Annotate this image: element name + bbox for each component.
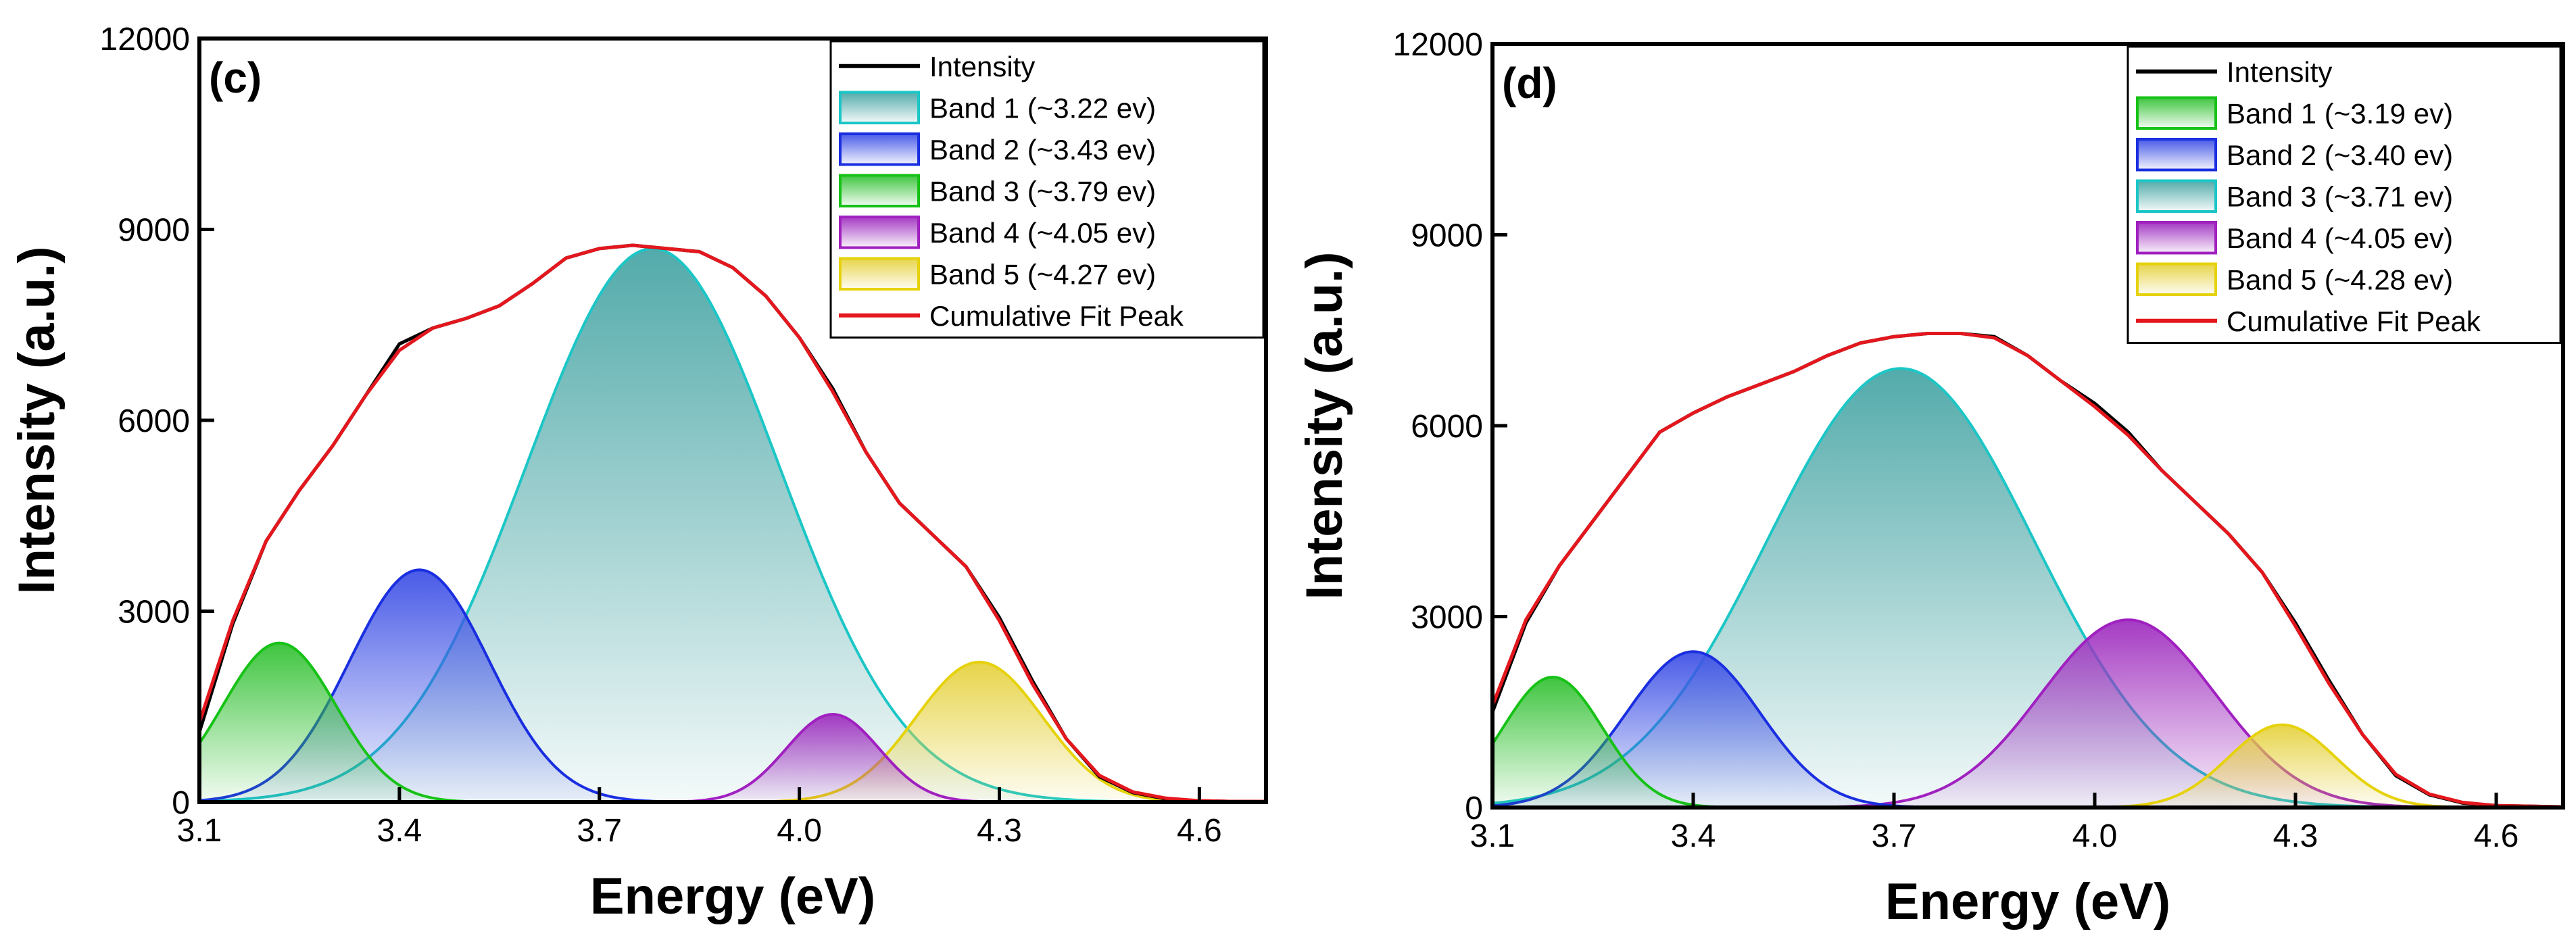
cumulative-fit-line [1490, 332, 2564, 809]
band-area-3 [1492, 368, 2563, 808]
x-axis-ticks: 3.1 3.4 3.7 4.0 4.3 4.6 [177, 787, 1222, 849]
legend-label: Cumulative Fit Peak [929, 300, 1184, 332]
band-area-2 [1492, 651, 2563, 808]
legend-item-intensity: Intensity [2136, 56, 2332, 88]
panel-label: (d) [1502, 59, 1557, 107]
x-tick-label: 3.4 [1671, 818, 1716, 854]
legend-item-band-3-3-71-ev: Band 3 (~3.71 ev) [2136, 179, 2453, 213]
y-axis-title: Intensity (a.u.) [8, 246, 66, 594]
x-axis-title: Energy (eV) [1885, 873, 2170, 930]
x-axis-ticks: 3.1 3.4 3.7 4.0 4.3 4.6 [1470, 793, 2519, 854]
chart-panel-d: 3.1 3.4 3.7 4.0 4.3 4.6 0 3000 6000 9000 12000 (d… [1296, 27, 2565, 930]
band-area-2 [199, 570, 1266, 802]
legend-item-band-4-4-05-ev: Band 4 (~4.05 ev) [2136, 221, 2453, 255]
chart-panel-c: 3.1 3.4 3.7 4.0 4.3 4.6 0 3000 6000 9000 12000 (c… [8, 22, 1268, 925]
legend-item-band-2-3-40-ev: Band 2 (~3.40 ev) [2136, 138, 2453, 172]
cumulative-fit-line [197, 243, 1266, 803]
legend-swatch [2136, 179, 2217, 213]
legend-item-band-2-3-43-ev: Band 2 (~3.43 ev) [839, 132, 1156, 166]
x-tick-label: 3.7 [577, 813, 622, 849]
data-lines [1490, 332, 2564, 809]
legend-swatch [2136, 138, 2217, 172]
y-tick-label: 6000 [1411, 409, 1483, 445]
band-area-1 [1492, 677, 2563, 808]
legend-label: Band 2 (~3.43 ev) [929, 134, 1156, 166]
y-tick-label: 9000 [118, 213, 190, 249]
x-tick-label: 4.3 [977, 813, 1022, 849]
legend-swatch [2136, 96, 2217, 130]
legend-label: Band 5 (~4.28 ev) [2227, 264, 2453, 295]
legend-item-cumulative-fit-peak: Cumulative Fit Peak [2136, 305, 2481, 337]
legend-item-band-4-4-05-ev: Band 4 (~4.05 ev) [839, 216, 1156, 249]
legend-item-band-5-4-27-ev: Band 5 (~4.27 ev) [839, 257, 1156, 291]
legend-label: Cumulative Fit Peak [2227, 305, 2481, 337]
legend-swatch [839, 257, 920, 291]
legend-item-intensity: Intensity [839, 51, 1035, 82]
x-tick-label: 3.1 [1470, 818, 1515, 854]
legend-item-band-1-3-22-ev: Band 1 (~3.22 ev) [839, 91, 1156, 124]
legend-swatch [839, 91, 920, 124]
legend-label: Band 4 (~4.05 ev) [929, 217, 1156, 249]
y-axis-ticks: 0 3000 6000 9000 12000 [1393, 27, 1507, 826]
y-tick-label: 3000 [1411, 600, 1483, 636]
band-area-5 [199, 662, 1266, 802]
y-tick-label: 3000 [118, 595, 190, 630]
x-tick-label: 4.3 [2273, 818, 2318, 854]
panel-label: (c) [209, 53, 262, 102]
legend-item-band-3-3-79-ev: Band 3 (~3.79 ev) [839, 174, 1156, 207]
x-tick-label: 3.4 [377, 813, 422, 849]
legend-label: Band 2 (~3.40 ev) [2227, 139, 2453, 171]
legend-label: Band 1 (~3.22 ev) [929, 92, 1156, 124]
x-tick-label: 3.1 [177, 813, 222, 849]
y-tick-label: 12000 [1393, 27, 1483, 63]
x-tick-label: 4.6 [1177, 813, 1222, 849]
y-axis-title: Intensity (a.u.) [1296, 251, 1353, 599]
x-axis-title: Energy (eV) [590, 868, 875, 925]
data-lines [197, 243, 1266, 803]
y-tick-label: 6000 [118, 403, 190, 439]
y-tick-label: 0 [1465, 791, 1483, 826]
legend: Intensity Band 1 (~3.19 ev) Band 2 (~3.40 … [2127, 45, 2562, 344]
legend-swatch [839, 174, 920, 207]
y-tick-label: 12000 [100, 22, 190, 57]
legend-item-band-1-3-19-ev: Band 1 (~3.19 ev) [2136, 96, 2453, 130]
y-tick-label: 0 [172, 785, 190, 821]
legend-swatch [839, 216, 920, 249]
legend-swatch [839, 132, 920, 166]
x-tick-label: 3.7 [1872, 818, 1917, 854]
y-tick-label: 9000 [1411, 218, 1483, 254]
legend-swatch [2136, 262, 2217, 296]
legend-item-cumulative-fit-peak: Cumulative Fit Peak [839, 300, 1184, 332]
legend-label: Band 3 (~3.79 ev) [929, 175, 1156, 207]
legend-label: Intensity [2227, 56, 2332, 88]
y-axis-ticks: 0 3000 6000 9000 12000 [100, 22, 214, 821]
legend-label: Intensity [929, 51, 1035, 82]
band-area-4 [1492, 620, 2563, 808]
x-tick-label: 4.0 [2072, 818, 2118, 854]
band-area-5 [1492, 724, 2563, 808]
legend-item-band-5-4-28-ev: Band 5 (~4.28 ev) [2136, 262, 2453, 296]
x-tick-label: 4.0 [777, 813, 822, 849]
x-tick-label: 4.6 [2474, 818, 2519, 854]
band-areas [1491, 367, 2563, 809]
legend-label: Band 1 (~3.19 ev) [2227, 97, 2453, 129]
legend-swatch [2136, 221, 2217, 255]
legend: Intensity Band 1 (~3.22 ev) Band 2 (~3.43 … [829, 40, 1265, 339]
legend-label: Band 3 (~3.71 ev) [2227, 180, 2453, 212]
band-area-3 [199, 643, 1266, 802]
legend-label: Band 5 (~4.27 ev) [929, 258, 1156, 290]
legend-label: Band 4 (~4.05 ev) [2227, 222, 2453, 254]
